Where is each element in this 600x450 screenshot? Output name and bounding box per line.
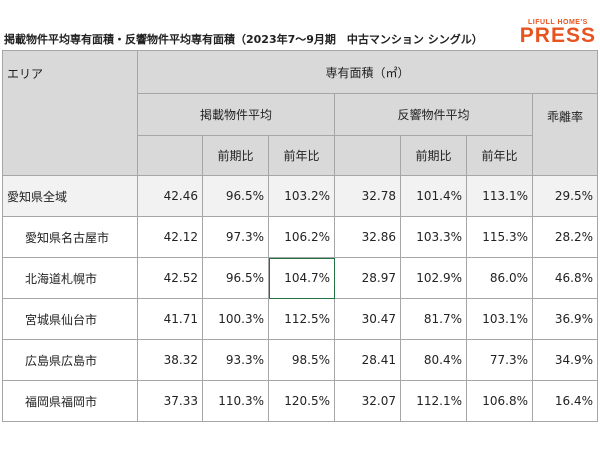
- cell: 16.4%: [532, 380, 598, 422]
- cell: 32.86: [334, 216, 401, 258]
- cell: 前年比: [466, 135, 533, 176]
- cell: 106.2%: [268, 216, 335, 258]
- row: 愛知県名古屋市 42.12 97.3% 106.2% 32.86 103.3% 115.3%…: [2, 216, 598, 258]
- cell: [334, 135, 401, 176]
- row: 愛知県全域 42.46 96.5% 103.2% 32.78 101.4% 113.1% 29…: [2, 175, 598, 217]
- cell: 98.5%: [268, 339, 335, 381]
- row: 福岡県福岡市 37.33 110.3% 120.5% 32.07 112.1% 106.8%…: [2, 380, 598, 422]
- cell: 112.1%: [400, 380, 467, 422]
- logo: LIFULL HOME'S PRESS: [520, 19, 596, 46]
- cell: 福岡県福岡市: [2, 380, 138, 422]
- cell: 46.8%: [532, 257, 598, 299]
- cell: 113.1%: [466, 175, 533, 217]
- cell: 34.9%: [532, 339, 598, 381]
- cell: 106.8%: [466, 380, 533, 422]
- cell: 愛知県全域: [2, 175, 138, 217]
- cell: 32.07: [334, 380, 401, 422]
- row: 北海道札幌市 42.52 96.5% 104.7% 28.97 102.9% 86.0% 46…: [2, 257, 598, 299]
- cell: 110.3%: [202, 380, 269, 422]
- cell: 北海道札幌市: [2, 257, 138, 299]
- cell: 102.9%: [400, 257, 467, 299]
- cell: 30.47: [334, 298, 401, 340]
- cell: 103.2%: [268, 175, 335, 217]
- cell: 41.71: [137, 298, 203, 340]
- cell: 38.32: [137, 339, 203, 381]
- cell: 96.5%: [202, 175, 269, 217]
- header-cell: エリア: [2, 50, 138, 176]
- cell: 120.5%: [268, 380, 335, 422]
- cell: 愛知県名古屋市: [2, 216, 138, 258]
- cell: [137, 135, 203, 176]
- cell: 112.5%: [268, 298, 335, 340]
- header-cell: 反響物件平均: [334, 93, 533, 136]
- cell: 103.1%: [466, 298, 533, 340]
- header-cell: 乖離率: [532, 93, 598, 176]
- cell: 81.7%: [400, 298, 467, 340]
- row: 広島県広島市 38.32 93.3% 98.5% 28.41 80.4% 77.3% 34.9…: [2, 339, 598, 381]
- cell: 28.41: [334, 339, 401, 381]
- cell: 42.46: [137, 175, 203, 217]
- cell: 広島県広島市: [2, 339, 138, 381]
- cell: 37.33: [137, 380, 203, 422]
- cell: 36.9%: [532, 298, 598, 340]
- logo-main: PRESS: [519, 24, 596, 47]
- cell: 前期比: [202, 135, 269, 176]
- cell: 28.2%: [532, 216, 598, 258]
- cell: 32.78: [334, 175, 401, 217]
- cell: 80.4%: [400, 339, 467, 381]
- logo-top: LIFULL HOME'S: [528, 19, 588, 26]
- cell: 42.52: [137, 257, 203, 299]
- cell: 86.0%: [466, 257, 533, 299]
- cell: 104.7%: [268, 257, 335, 299]
- table: エリア 専有面積（㎡） 掲載物件平均 反響物件平均 乖離率 前期比 前年比 前期比前…: [2, 50, 598, 422]
- cell: 前年比: [268, 135, 335, 176]
- cell: 77.3%: [466, 339, 533, 381]
- cell: 100.3%: [202, 298, 269, 340]
- cell: 115.3%: [466, 216, 533, 258]
- header-cell: 掲載物件平均: [137, 93, 335, 136]
- cell: 97.3%: [202, 216, 269, 258]
- cell: 42.12: [137, 216, 203, 258]
- cell: 宮城県仙台市: [2, 298, 138, 340]
- cell: 96.5%: [202, 257, 269, 299]
- cell: 93.3%: [202, 339, 269, 381]
- cell: 28.97: [334, 257, 401, 299]
- cell: 101.4%: [400, 175, 467, 217]
- cell: 103.3%: [400, 216, 467, 258]
- cell: 29.5%: [532, 175, 598, 217]
- cell: 前期比: [400, 135, 467, 176]
- row: 宮城県仙台市 41.71 100.3% 112.5% 30.47 81.7% 103.1% 3…: [2, 298, 598, 340]
- header-cell: 専有面積（㎡）: [137, 50, 598, 94]
- title: 掲載物件平均専有面積・反響物件平均専有面積（2023年7～9月期 中古マンション…: [4, 33, 483, 46]
